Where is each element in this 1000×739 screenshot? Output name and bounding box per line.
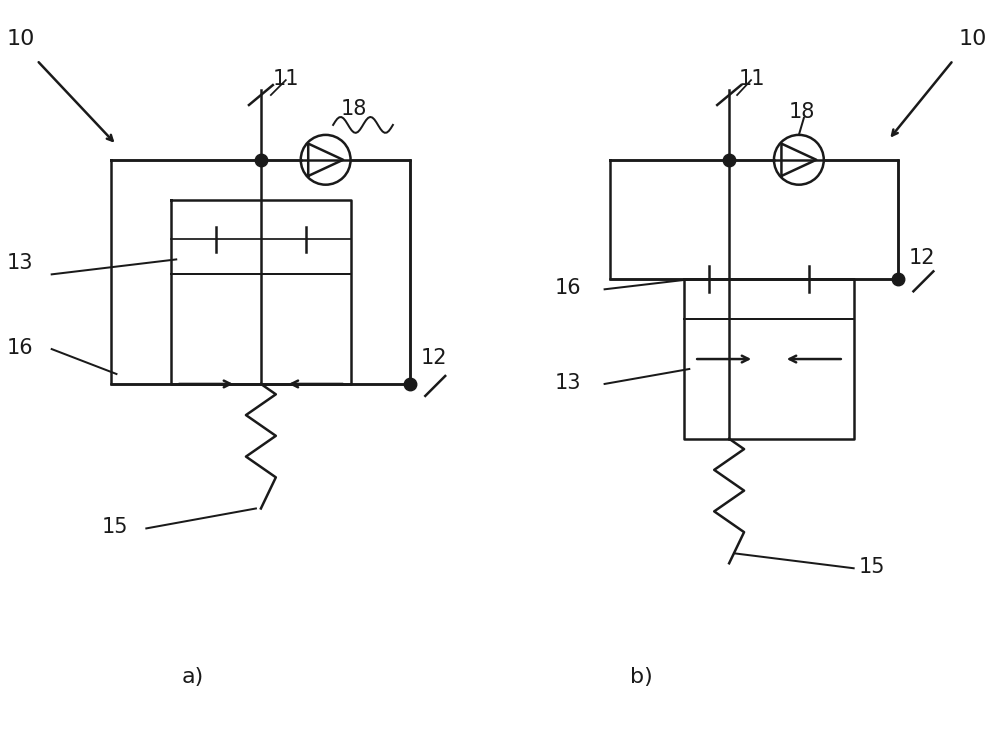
Text: 12: 12 [420, 348, 447, 368]
Text: 18: 18 [789, 102, 815, 122]
Text: 11: 11 [273, 69, 299, 89]
Text: 11: 11 [739, 69, 766, 89]
Text: a): a) [181, 667, 203, 687]
Text: 15: 15 [102, 517, 128, 537]
Text: 10: 10 [958, 30, 987, 50]
Text: b): b) [630, 667, 652, 687]
Text: 12: 12 [908, 248, 935, 268]
Text: 10: 10 [7, 30, 35, 50]
Text: 16: 16 [7, 338, 33, 358]
Text: 18: 18 [341, 99, 367, 119]
Text: 13: 13 [7, 253, 33, 273]
Text: 15: 15 [859, 557, 885, 577]
Text: 16: 16 [555, 279, 581, 299]
Text: 13: 13 [555, 373, 581, 393]
